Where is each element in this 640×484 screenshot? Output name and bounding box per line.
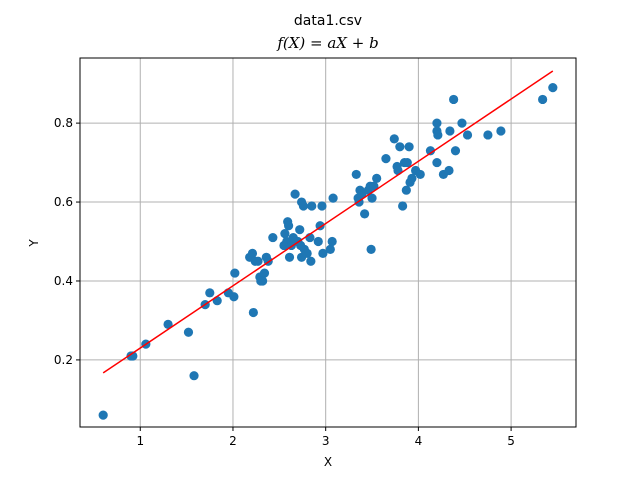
data-point bbox=[302, 248, 312, 258]
data-point bbox=[163, 319, 173, 329]
data-point bbox=[449, 94, 459, 105]
x-tick-label: 2 bbox=[229, 434, 237, 448]
data-point bbox=[98, 410, 108, 420]
plot-frame bbox=[79, 57, 577, 428]
data-point bbox=[538, 94, 548, 105]
data-point bbox=[432, 157, 442, 168]
data-point bbox=[317, 201, 327, 211]
data-point bbox=[327, 236, 337, 247]
x-tick-label: 1 bbox=[136, 434, 144, 448]
x-axis-label: X bbox=[324, 455, 332, 469]
data-point bbox=[389, 134, 399, 144]
data-point bbox=[229, 292, 239, 302]
data-point bbox=[253, 256, 263, 266]
data-point bbox=[372, 173, 382, 183]
fit-line-layer bbox=[102, 70, 554, 374]
y-tick-label: 0.8 bbox=[54, 116, 73, 130]
data-point bbox=[395, 142, 405, 152]
data-point bbox=[298, 201, 309, 211]
data-point bbox=[432, 118, 442, 128]
chart-title: data1.csv bbox=[294, 13, 362, 29]
data-point bbox=[369, 181, 379, 191]
y-tick-label: 0.6 bbox=[54, 195, 73, 209]
data-point bbox=[483, 130, 493, 140]
chart-subtitle: f(X) = aX + b bbox=[276, 34, 378, 52]
data-point bbox=[325, 244, 335, 255]
data-point bbox=[290, 189, 300, 199]
data-point bbox=[248, 307, 258, 318]
axis-ticks: 1 2 3 4 5 0.2 0.4 0.6 0.8 bbox=[54, 116, 515, 448]
fit-line bbox=[102, 70, 554, 374]
data-point bbox=[407, 173, 417, 183]
data-point bbox=[496, 126, 506, 136]
data-point bbox=[457, 118, 467, 128]
data-point bbox=[398, 201, 408, 211]
data-point bbox=[313, 236, 323, 247]
data-point bbox=[258, 276, 268, 286]
y-axis-label: Y bbox=[27, 239, 41, 248]
data-point bbox=[318, 248, 328, 258]
y-tick-label: 0.4 bbox=[54, 274, 73, 288]
data-point bbox=[367, 193, 377, 203]
data-point bbox=[189, 371, 199, 381]
data-point bbox=[433, 130, 443, 140]
data-point bbox=[259, 268, 270, 278]
data-point bbox=[462, 130, 473, 140]
x-tick-label: 3 bbox=[322, 434, 330, 448]
data-point bbox=[351, 169, 361, 180]
data-point bbox=[381, 154, 391, 164]
x-tick-label: 5 bbox=[507, 434, 515, 448]
data-point bbox=[360, 209, 370, 219]
data-point bbox=[284, 252, 295, 262]
data-point bbox=[445, 126, 455, 136]
data-point bbox=[401, 185, 411, 195]
data-point bbox=[212, 296, 222, 306]
data-point bbox=[402, 157, 412, 168]
data-point bbox=[328, 193, 338, 203]
data-points bbox=[98, 82, 558, 420]
data-point bbox=[283, 221, 294, 231]
data-point bbox=[366, 244, 376, 255]
data-point bbox=[548, 82, 558, 93]
data-point bbox=[415, 169, 425, 180]
data-point bbox=[280, 229, 290, 239]
data-point bbox=[404, 142, 414, 152]
data-point bbox=[450, 146, 461, 156]
y-tick-label: 0.2 bbox=[54, 353, 73, 367]
x-tick-label: 4 bbox=[415, 434, 423, 448]
data-point bbox=[230, 268, 240, 278]
data-point bbox=[295, 225, 305, 235]
data-point bbox=[126, 351, 136, 361]
data-point bbox=[247, 248, 258, 258]
data-point bbox=[205, 288, 215, 298]
data-point bbox=[268, 232, 278, 243]
data-point bbox=[307, 201, 317, 211]
data-point bbox=[183, 327, 194, 337]
data-point bbox=[444, 165, 454, 176]
data-point bbox=[306, 256, 316, 266]
data-point bbox=[425, 146, 436, 156]
grid-layer bbox=[80, 58, 576, 427]
